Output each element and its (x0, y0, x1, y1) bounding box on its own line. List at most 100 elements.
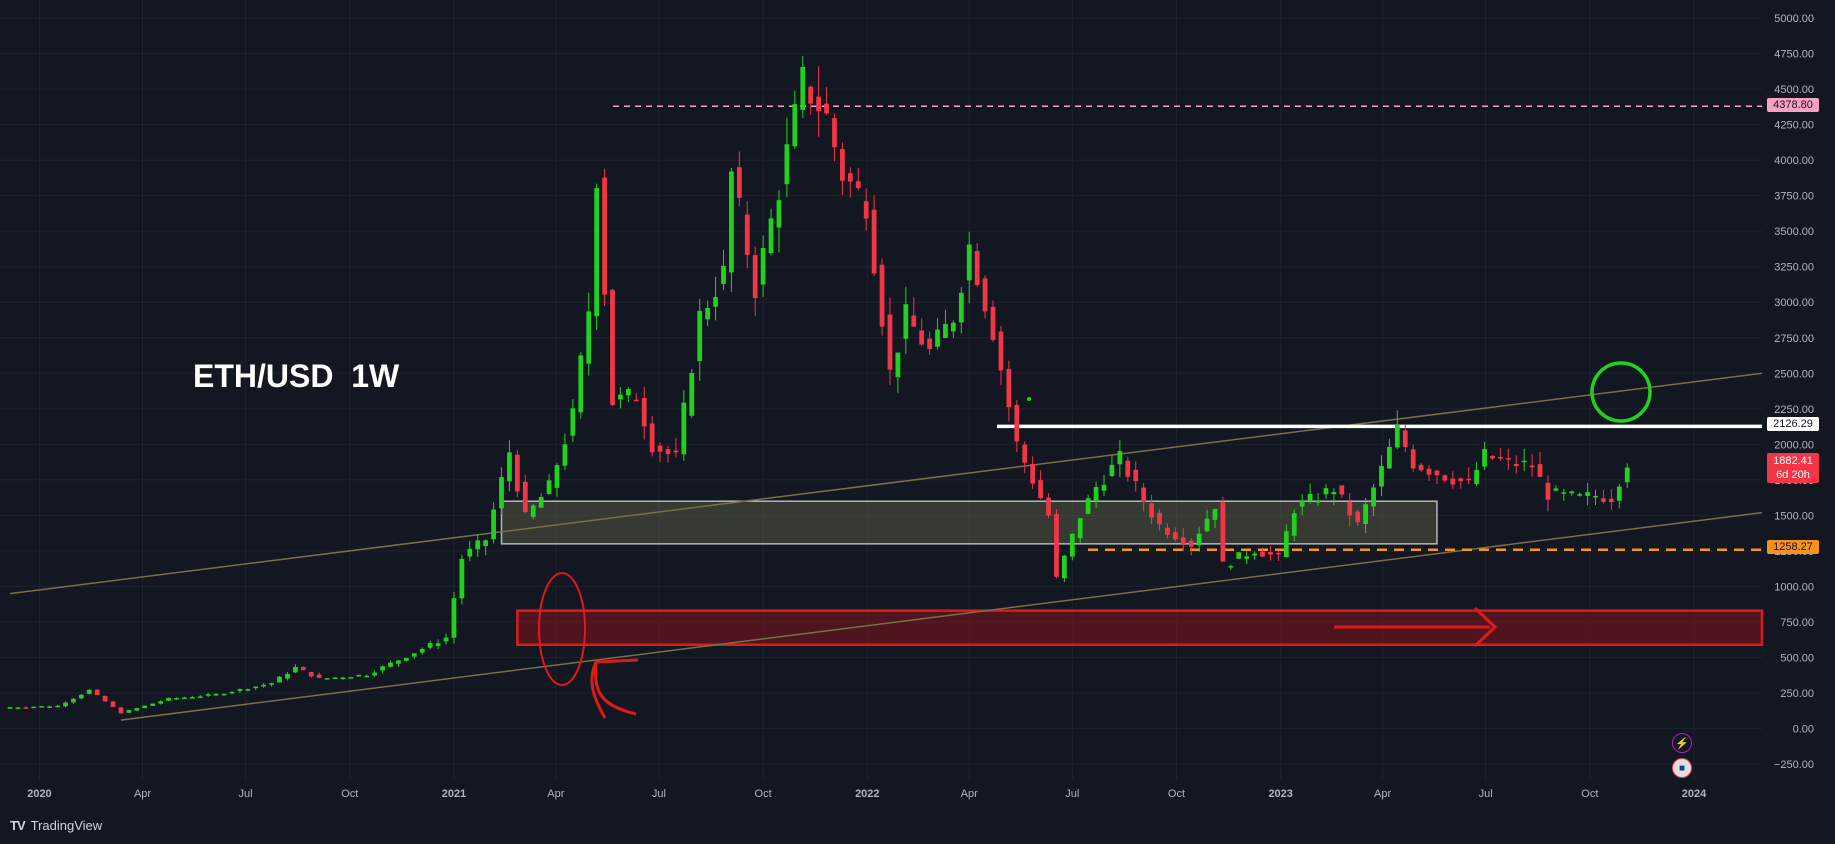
us-flag-icon[interactable]: ■ (1672, 758, 1692, 778)
price-tick-label: 2750.00 (1774, 333, 1814, 345)
candle-down (649, 423, 655, 453)
candle-up (1307, 493, 1313, 502)
candle-up (570, 408, 576, 436)
time-tick-label: Oct (1168, 788, 1185, 800)
candle-up (1117, 451, 1123, 465)
candle-up (1109, 464, 1115, 476)
candle-down (1458, 478, 1464, 482)
candle-down (1355, 511, 1361, 523)
support-level-label: 1258.27 (1767, 540, 1819, 554)
tradingview-brand[interactable]: TV TradingView (10, 818, 102, 833)
upper-trendline (9, 372, 1763, 595)
price-axis[interactable]: 5000.00 4750.00 4500.00 4250.00 4000.00 3750.… (1774, 13, 1814, 771)
time-axis[interactable]: 2020 Apr Jul Oct 2021 Apr Jul Oct 2022 Apr Jul Oct 2… (27, 788, 1707, 800)
candle-up (625, 389, 631, 396)
candle-up (721, 265, 726, 285)
price-tick-label: 4000.00 (1774, 155, 1814, 167)
candle-up (1077, 518, 1083, 539)
tradingview-logo-icon: TV (10, 818, 26, 833)
candle-up (71, 698, 76, 703)
candle-down (1022, 444, 1028, 463)
candle-up (332, 677, 338, 679)
price-tick-label: 4250.00 (1774, 120, 1814, 132)
candle-up (261, 684, 267, 687)
time-tick-label: Jul (239, 788, 253, 800)
candle-up (546, 480, 552, 495)
candle-down (871, 209, 877, 274)
candle-down (816, 96, 821, 112)
candle-up (245, 689, 251, 691)
time-tick-label: Jul (1479, 788, 1493, 800)
time-tick-label: 2024 (1682, 788, 1707, 800)
candle-down (744, 214, 750, 255)
candle-up (1085, 498, 1091, 514)
price-zones (500, 500, 1764, 646)
candle-down (1402, 430, 1408, 448)
candle-up (459, 558, 465, 599)
candle-up (285, 673, 290, 679)
price-tick-label: 500.00 (1780, 653, 1814, 665)
candle-down (1125, 460, 1131, 477)
candle-up (1204, 518, 1210, 532)
candle-up (237, 689, 243, 691)
candle-up (475, 540, 481, 550)
candle-up (903, 304, 909, 339)
candle-down (1513, 463, 1519, 467)
price-tick-label: 4750.00 (1774, 49, 1814, 61)
candle-up (1593, 495, 1598, 498)
candle-down (522, 481, 528, 513)
candle-down (1220, 502, 1226, 562)
candle-up (467, 548, 473, 557)
candle-up (1069, 533, 1075, 557)
candle-down (514, 454, 520, 492)
candle-up (142, 705, 148, 709)
candle-down (1529, 465, 1535, 468)
candle-up (7, 707, 13, 709)
candle-up (1236, 552, 1242, 559)
lightning-icon[interactable]: ⚡ (1672, 733, 1692, 753)
candle-up (760, 247, 766, 285)
candle-down (855, 181, 861, 189)
candle-down (1347, 501, 1353, 516)
price-tick-label: 5000.00 (1774, 13, 1814, 25)
candle-up (150, 703, 156, 706)
candle-down (316, 674, 322, 678)
candle-up (483, 540, 489, 547)
candle-up (554, 465, 560, 488)
candle-down (998, 331, 1004, 371)
candle-up (182, 697, 187, 699)
price-tick-label: 750.00 (1780, 617, 1814, 629)
candle-down (1006, 368, 1012, 408)
price-tick-label: 0.00 (1793, 724, 1814, 736)
candle-down (982, 278, 988, 312)
candle-down (1339, 485, 1345, 495)
candle-down (736, 167, 742, 198)
candle-down (1450, 478, 1456, 485)
time-tick-label: Jul (1065, 788, 1079, 800)
candle-down (990, 306, 996, 340)
candle-up (1482, 449, 1487, 467)
candle-down (1188, 540, 1194, 547)
candle-down (1014, 404, 1020, 442)
candle-up (451, 598, 457, 638)
candle-down (911, 315, 917, 327)
candle-down (1505, 458, 1511, 460)
candle-down (840, 149, 845, 181)
time-tick-label: 2023 (1268, 788, 1292, 800)
candle-up (356, 674, 362, 677)
green-dot (1027, 397, 1031, 401)
candle-up (86, 689, 92, 694)
candle-up (253, 686, 259, 689)
candle-down (1180, 537, 1186, 545)
candle-down (879, 264, 885, 327)
candle-up (78, 694, 84, 699)
candle-up (1323, 488, 1329, 495)
candle-up (1331, 492, 1337, 495)
candle-down (974, 250, 980, 286)
candle-up (951, 322, 956, 332)
candle-up (1561, 492, 1567, 494)
candle-down (1260, 551, 1265, 557)
candle-down (1466, 478, 1472, 481)
